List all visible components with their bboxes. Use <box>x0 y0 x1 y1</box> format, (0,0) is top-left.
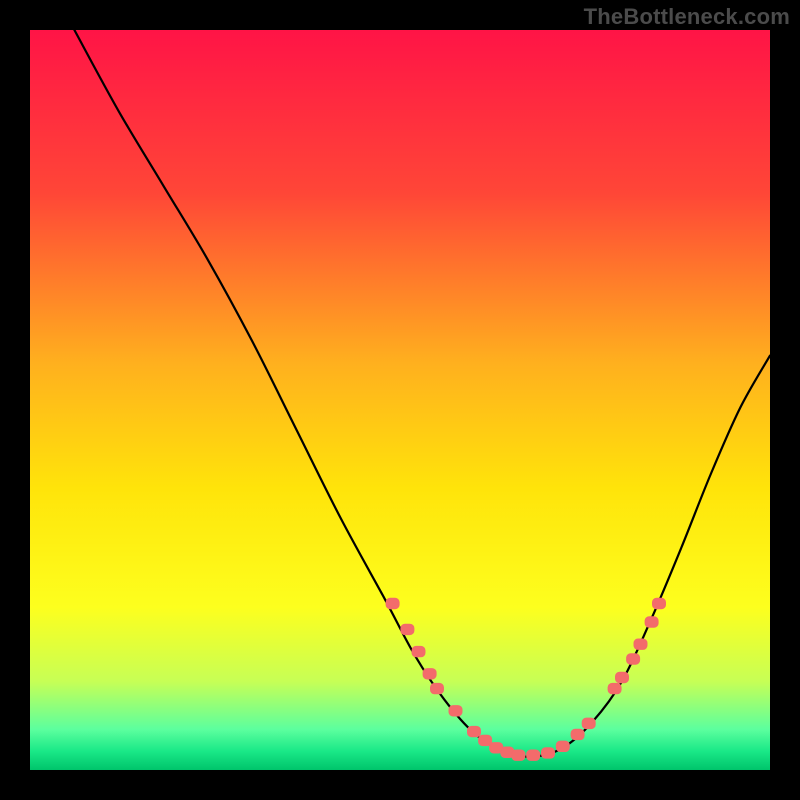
watermark-text: TheBottleneck.com <box>584 4 790 30</box>
data-marker <box>616 672 629 682</box>
plot-area <box>30 30 770 770</box>
stage: TheBottleneck.com <box>0 0 800 800</box>
data-marker <box>571 729 584 739</box>
data-marker <box>512 750 525 760</box>
data-marker <box>542 748 555 758</box>
data-marker <box>582 718 595 728</box>
bottom-black-strip <box>0 770 800 800</box>
data-marker <box>627 654 640 664</box>
data-marker <box>449 706 462 716</box>
data-marker <box>401 624 414 634</box>
data-marker <box>653 598 666 608</box>
data-marker <box>386 598 399 608</box>
data-marker <box>645 617 658 627</box>
data-marker <box>423 669 436 679</box>
chart-background <box>30 30 770 770</box>
data-marker <box>479 735 492 745</box>
data-marker <box>412 646 425 656</box>
data-marker <box>556 741 569 751</box>
data-marker <box>527 750 540 760</box>
data-marker <box>608 683 621 693</box>
data-marker <box>468 726 481 736</box>
data-marker <box>634 639 647 649</box>
chart-svg <box>30 30 770 770</box>
data-marker <box>431 683 444 693</box>
